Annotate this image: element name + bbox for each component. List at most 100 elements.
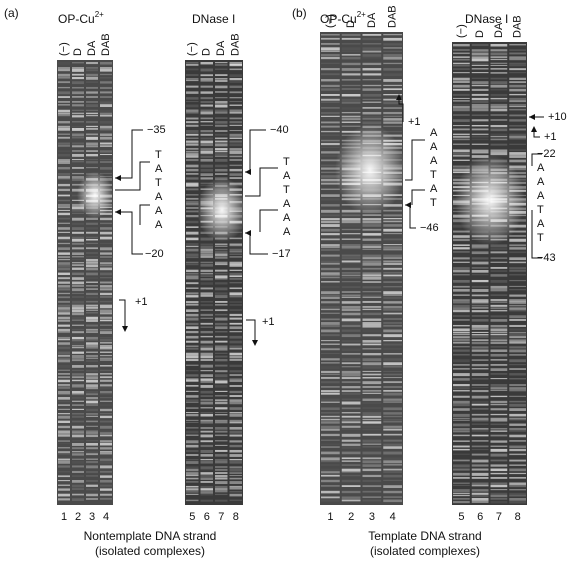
band [509,492,526,496]
band [86,357,98,359]
band [200,461,213,464]
band [471,84,489,87]
band [100,493,112,496]
annotation: A [155,163,163,175]
band [229,109,242,112]
band [200,121,213,123]
band [186,458,199,461]
annotation: A [537,190,545,202]
band [58,96,70,98]
band [362,262,382,266]
band [72,488,84,490]
band [100,347,112,350]
band [186,177,199,180]
band [490,336,508,339]
band [321,159,340,162]
band [341,343,361,346]
band [100,386,112,390]
band [215,430,228,433]
band [86,127,98,130]
band [200,481,213,483]
band [186,399,199,402]
band [383,73,402,76]
band [215,395,228,397]
band [509,274,526,276]
band [362,68,382,71]
band [215,413,228,416]
band [453,56,470,58]
band [72,376,84,379]
band [383,286,402,288]
band [321,306,340,309]
band [100,112,112,116]
band [490,453,508,457]
band [509,328,526,331]
band [58,178,70,180]
band [215,261,228,265]
band [58,258,70,261]
band [321,134,340,136]
band [453,58,470,61]
band [100,304,112,308]
band [321,425,340,429]
band [321,401,340,403]
band [86,222,98,225]
band [229,251,242,253]
band [100,133,112,136]
band [186,184,199,187]
arrowhead [122,326,128,332]
band [72,336,84,340]
lane-number: 2 [75,511,81,523]
band [321,352,340,355]
band [58,351,70,355]
band [490,359,508,361]
band [229,261,242,265]
band [321,233,340,236]
footprint [197,177,247,243]
band [215,304,228,306]
band [100,161,112,163]
band [215,245,228,248]
band [100,328,112,331]
band [490,378,508,380]
band [229,374,242,376]
band [72,115,84,118]
band [72,121,84,123]
band [383,214,402,217]
band [321,334,340,337]
band [72,460,84,464]
band [509,62,526,65]
band [100,272,112,276]
band [383,56,402,60]
band [72,104,84,107]
band [100,451,112,453]
band [453,289,470,292]
band [215,444,228,446]
band [341,381,361,384]
band [453,84,470,88]
band [490,477,508,479]
annotation: A [283,226,291,238]
band [509,44,526,46]
band [362,276,382,280]
band [490,81,508,85]
band [186,109,199,113]
band [186,466,199,470]
band [72,203,84,207]
band [471,299,489,302]
band [321,79,340,82]
band [215,272,228,275]
band [215,330,228,333]
band [200,468,213,471]
band [321,171,340,174]
band [383,451,402,455]
band [383,485,402,488]
band [72,359,84,362]
band [383,107,402,109]
band [86,339,98,341]
band [58,397,70,400]
band [229,395,242,397]
band [229,481,242,485]
band [383,111,402,115]
band [383,93,402,96]
